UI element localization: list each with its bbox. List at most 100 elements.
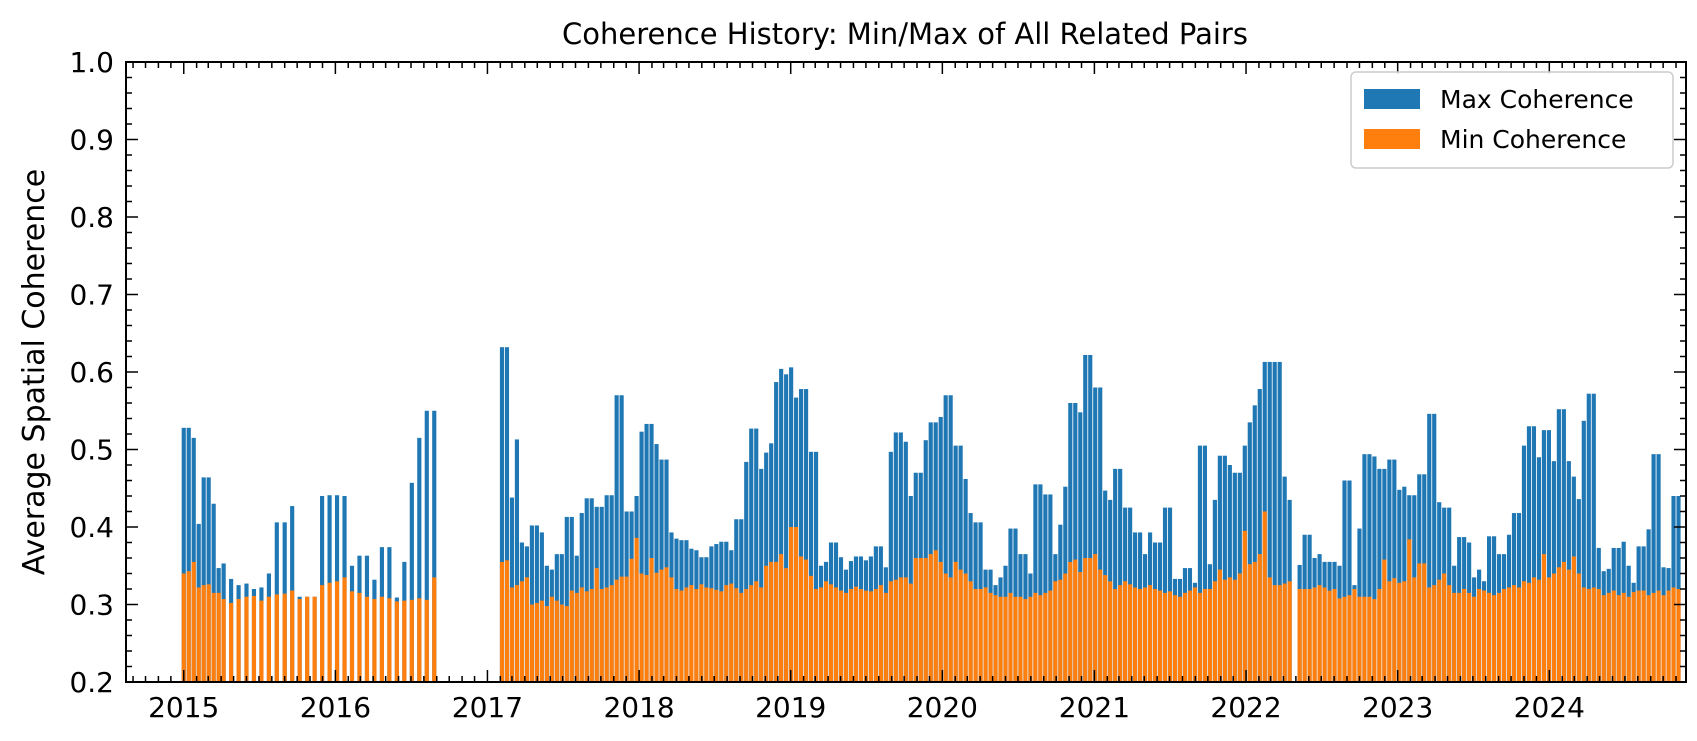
max-bar-2	[191, 437, 196, 682]
min-bar-18	[297, 599, 302, 682]
min-bar-23	[334, 581, 340, 682]
min-bar-265	[1641, 590, 1646, 682]
min-bar-113	[878, 585, 883, 682]
max-bar-247	[1551, 461, 1556, 682]
min-bar-82	[724, 585, 729, 682]
max-bar-144	[1033, 484, 1038, 682]
min-bar-7	[216, 592, 221, 682]
min-bar-264	[1636, 590, 1641, 682]
min-bar-188	[1252, 561, 1257, 682]
max-bar-253	[1581, 420, 1586, 682]
y-tick-labels: 0.2 0.3 0.4 0.5 0.6 0.7 0.8 0.9 1.0	[69, 46, 114, 699]
min-bar-42	[524, 577, 529, 682]
max-bar-50	[564, 516, 569, 682]
min-bar-162	[1123, 581, 1128, 682]
x-tick-label: 2019	[755, 691, 826, 724]
max-bar-244	[1536, 457, 1542, 682]
min-bar-27	[364, 596, 370, 682]
min-bar-99	[808, 575, 814, 682]
max-bar-1	[186, 427, 191, 682]
min-bar-178	[1202, 589, 1207, 682]
y-tick-label: 0.3	[69, 589, 114, 622]
min-bar-81	[719, 591, 724, 682]
min-bar-199	[1312, 587, 1317, 682]
min-bar-176	[1192, 587, 1198, 682]
min-bar-135	[988, 592, 993, 682]
min-bar-34	[417, 598, 422, 682]
min-bar-207	[1352, 589, 1357, 682]
x-tick-label: 2024	[1514, 691, 1585, 724]
min-bar-118	[903, 577, 908, 682]
x-tick-label: 2018	[603, 691, 674, 724]
min-bar-223	[1432, 585, 1437, 682]
x-tick-label: 2023	[1362, 691, 1433, 724]
max-bar-88	[754, 428, 759, 682]
max-bar-54	[584, 498, 589, 682]
min-bar-181	[1217, 569, 1222, 682]
min-bar-65	[639, 573, 644, 682]
min-bar-202	[1327, 590, 1332, 682]
min-bar-98	[804, 559, 809, 682]
min-bar-19	[305, 596, 310, 682]
min-bar-67	[649, 558, 654, 682]
min-bar-2	[191, 561, 196, 682]
min-bar-60	[614, 579, 619, 682]
min-bar-111	[868, 591, 873, 682]
min-bar-117	[898, 577, 903, 682]
max-bar-177	[1197, 445, 1203, 682]
min-bar-105	[838, 590, 844, 682]
x-tick-label: 2021	[1059, 691, 1130, 724]
min-bar-189	[1257, 554, 1262, 682]
min-bar-121	[918, 558, 923, 682]
y-tick-label: 0.9	[69, 124, 114, 157]
min-bar-14	[266, 596, 271, 682]
min-bar-246	[1546, 577, 1551, 682]
min-bar-96	[794, 527, 799, 682]
min-bar-127	[948, 577, 953, 682]
min-bar-179	[1207, 589, 1212, 682]
min-bar-49	[559, 604, 564, 682]
min-bar-107	[848, 589, 854, 682]
min-bar-24	[342, 577, 347, 682]
min-bar-272	[1676, 589, 1681, 682]
min-bar-194	[1282, 583, 1287, 682]
min-bar-161	[1118, 585, 1123, 682]
min-bar-148	[1053, 581, 1058, 682]
legend: Max Coherence Min Coherence	[1350, 71, 1674, 169]
axis-ticks	[126, 61, 1686, 683]
min-bar-144	[1033, 592, 1038, 682]
x-tick-label: 2017	[452, 691, 523, 724]
min-bar-43	[529, 604, 534, 682]
y-tick-label: 0.5	[69, 434, 114, 467]
min-bar-69	[659, 569, 664, 682]
max-bar-86	[744, 461, 749, 682]
min-bar-242	[1526, 582, 1532, 682]
min-bar-39	[509, 587, 515, 682]
max-bar-183	[1227, 465, 1232, 682]
min-bar-196	[1297, 589, 1302, 682]
max-bar-65	[639, 431, 644, 682]
min-bar-30	[387, 598, 392, 682]
min-bar-220	[1417, 563, 1422, 682]
min-bar-5	[206, 584, 211, 682]
y-tick-label: 0.6	[69, 356, 114, 389]
min-bar-232	[1477, 589, 1482, 682]
max-bar-68	[654, 444, 659, 682]
min-bar-149	[1058, 579, 1063, 682]
max-bar-67	[649, 423, 654, 682]
min-bar-262	[1626, 596, 1631, 682]
min-bar-123	[928, 554, 933, 682]
max-bar-4	[201, 477, 206, 682]
min-bar-168	[1152, 589, 1158, 682]
max-bar-5	[206, 477, 211, 682]
min-bar-195	[1287, 581, 1292, 682]
min-bar-218	[1407, 539, 1412, 682]
min-bar-102	[823, 581, 829, 682]
min-bar-8	[221, 599, 226, 682]
y-axis-label: Average Spatial Coherence	[17, 169, 52, 575]
max-bar-206	[1347, 480, 1352, 682]
min-bar-48	[554, 600, 559, 682]
min-bar-54	[584, 591, 589, 682]
min-bar-230	[1467, 592, 1472, 682]
